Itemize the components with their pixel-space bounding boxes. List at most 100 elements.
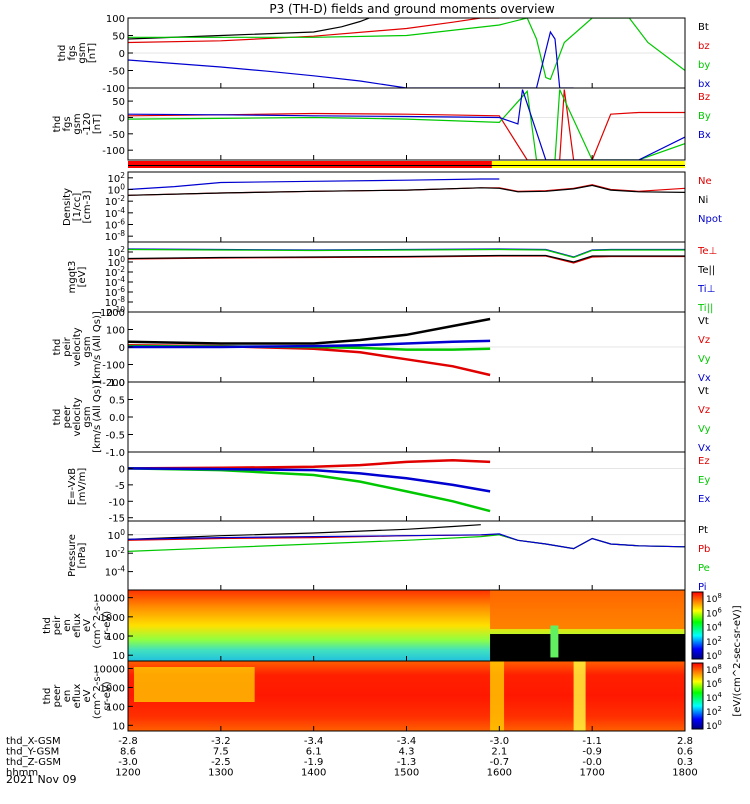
y-axis-label: [mV/m]: [77, 468, 88, 506]
series-line-Ex: [128, 467, 491, 493]
spectrogram-gap: [490, 634, 685, 661]
y-tick-label: 100: [107, 528, 125, 542]
y-tick-label: 10-2: [105, 265, 125, 279]
series-group: [128, 178, 685, 196]
legend-Ni: Ni: [698, 195, 708, 206]
x-row-value: 1400: [301, 768, 326, 779]
x-row-value: -3.4: [304, 736, 324, 747]
legend-Pi: Pi: [698, 582, 707, 593]
y-tick-label: 10-6: [105, 218, 125, 232]
y-axis-label: sr-eV): [102, 681, 113, 710]
series-line-Bt: [128, 18, 370, 40]
series-line-Ti||: [128, 248, 685, 259]
y-axis-label: thd: [52, 409, 63, 426]
legend-Vx: Vx: [698, 443, 711, 454]
series-line-Bz: [128, 89, 685, 160]
y-axis-label: peer: [62, 405, 73, 429]
y-axis-label: [km/s (All Qs)]: [92, 311, 103, 383]
x-row-value: 2.8: [677, 736, 693, 747]
legend-Bz: Bz: [698, 92, 710, 103]
y-tick-label: -1.0: [105, 448, 125, 459]
y-axis-label: Pressure: [67, 534, 78, 577]
series-group: [128, 18, 685, 88]
legend-Ez: Ez: [698, 456, 710, 467]
x-row-label: hhmm: [6, 768, 38, 779]
series-line-Ez: [128, 458, 491, 470]
legend-Ex: Ex: [698, 494, 710, 505]
x-row-value: -3.0: [118, 757, 138, 768]
x-row-label: thd_Z-GSM: [6, 757, 61, 768]
legend-Te⊥: Te⊥: [697, 246, 717, 257]
y-axis-label: eV: [82, 619, 93, 632]
y-tick-label: 0: [119, 113, 125, 124]
x-row-value: -0.9: [582, 747, 602, 758]
y-tick-label: 10-4: [105, 565, 125, 579]
mode-bar-line: [128, 165, 685, 166]
series-line-Vx: [128, 339, 491, 349]
series-line-by: [128, 18, 685, 81]
y-axis-label: [eV]: [77, 267, 88, 288]
x-row-value: -1.1: [582, 736, 602, 747]
y-tick-label: 1000: [100, 613, 125, 624]
series-group: [128, 89, 685, 160]
legend-Vt: Vt: [698, 386, 709, 397]
y-tick-label: -50: [109, 67, 125, 78]
series-line-Npot: [128, 178, 500, 191]
legend-Ne: Ne: [698, 176, 712, 187]
y-axis-label: thd: [57, 45, 68, 62]
y-axis-label: peer: [52, 684, 63, 708]
mode-bar-yellow: [491, 161, 685, 168]
x-row-value: -3.2: [211, 736, 231, 747]
y-tick-label: -100: [102, 84, 125, 95]
y-axis-label: (cm^2-s-: [92, 672, 103, 719]
series-line-Pi: [128, 533, 685, 550]
legend-Pb: Pb: [698, 544, 710, 555]
legend-Ti⊥: Ti⊥: [697, 284, 715, 295]
series-line-bx: [128, 30, 574, 88]
y-axis-label: -120: [82, 113, 93, 136]
plot-title: P3 (TH-D) fields and ground moments over…: [269, 2, 554, 16]
series-line-bz: [128, 18, 500, 44]
y-axis-label: fgs: [67, 45, 78, 60]
y-axis-label: fgs: [62, 116, 73, 131]
y-axis-label: eflux: [72, 613, 83, 638]
y-tick-label: -10: [109, 497, 125, 508]
y-axis-label: thd: [52, 116, 63, 133]
y-tick-label: 102: [107, 171, 125, 185]
y-tick-label: 10-6: [105, 285, 125, 299]
colorbar-tick-label: 100: [706, 649, 722, 662]
x-row-value: 1800: [672, 768, 697, 779]
panel-frame: [127, 241, 686, 313]
y-tick-label: 200: [106, 308, 125, 319]
y-axis-label: eV: [82, 689, 93, 702]
legend-Npot: Npot: [698, 214, 722, 225]
spectrogram-band: [134, 667, 255, 702]
spectrogram-stripe: [573, 661, 586, 731]
series-group: [128, 524, 685, 552]
panel-ion_velocity: 200 100 0 -100 -200 Vt Vz Vy Vx thd peir velocity gs…: [52, 308, 711, 389]
x-row-value: -3.4: [397, 736, 417, 747]
colorbar-label: [eV/(cm^2-sec-sr-eV)]: [732, 605, 743, 716]
y-tick-label: -15: [109, 514, 125, 525]
mode-bar: [128, 161, 685, 168]
colorbar-tick-label: 104: [706, 621, 722, 634]
y-tick-label: 10000: [93, 594, 125, 605]
x-row-value: 1700: [579, 768, 604, 779]
series-line-Te||: [128, 254, 685, 263]
y-tick-label: 10-8: [105, 229, 125, 243]
y-tick-label: 100: [106, 326, 125, 337]
y-tick-label: 10-10: [100, 305, 125, 319]
spectrogram-stripe: [490, 661, 505, 731]
x-row-value: -0.0: [582, 757, 602, 768]
y-tick-label: 1.0: [109, 378, 125, 389]
legend-Vx: Vx: [698, 373, 711, 384]
x-row-value: 1600: [487, 768, 512, 779]
x-row-value: -3.0: [490, 736, 510, 747]
y-tick-label: 10: [112, 651, 125, 662]
x-row-value: -2.5: [211, 757, 231, 768]
y-axis-label: eflux: [72, 684, 83, 709]
panel-efield: 0 -5 -10 -15 Ez Ey Ex E=-VxB [mV/m]: [67, 451, 710, 525]
